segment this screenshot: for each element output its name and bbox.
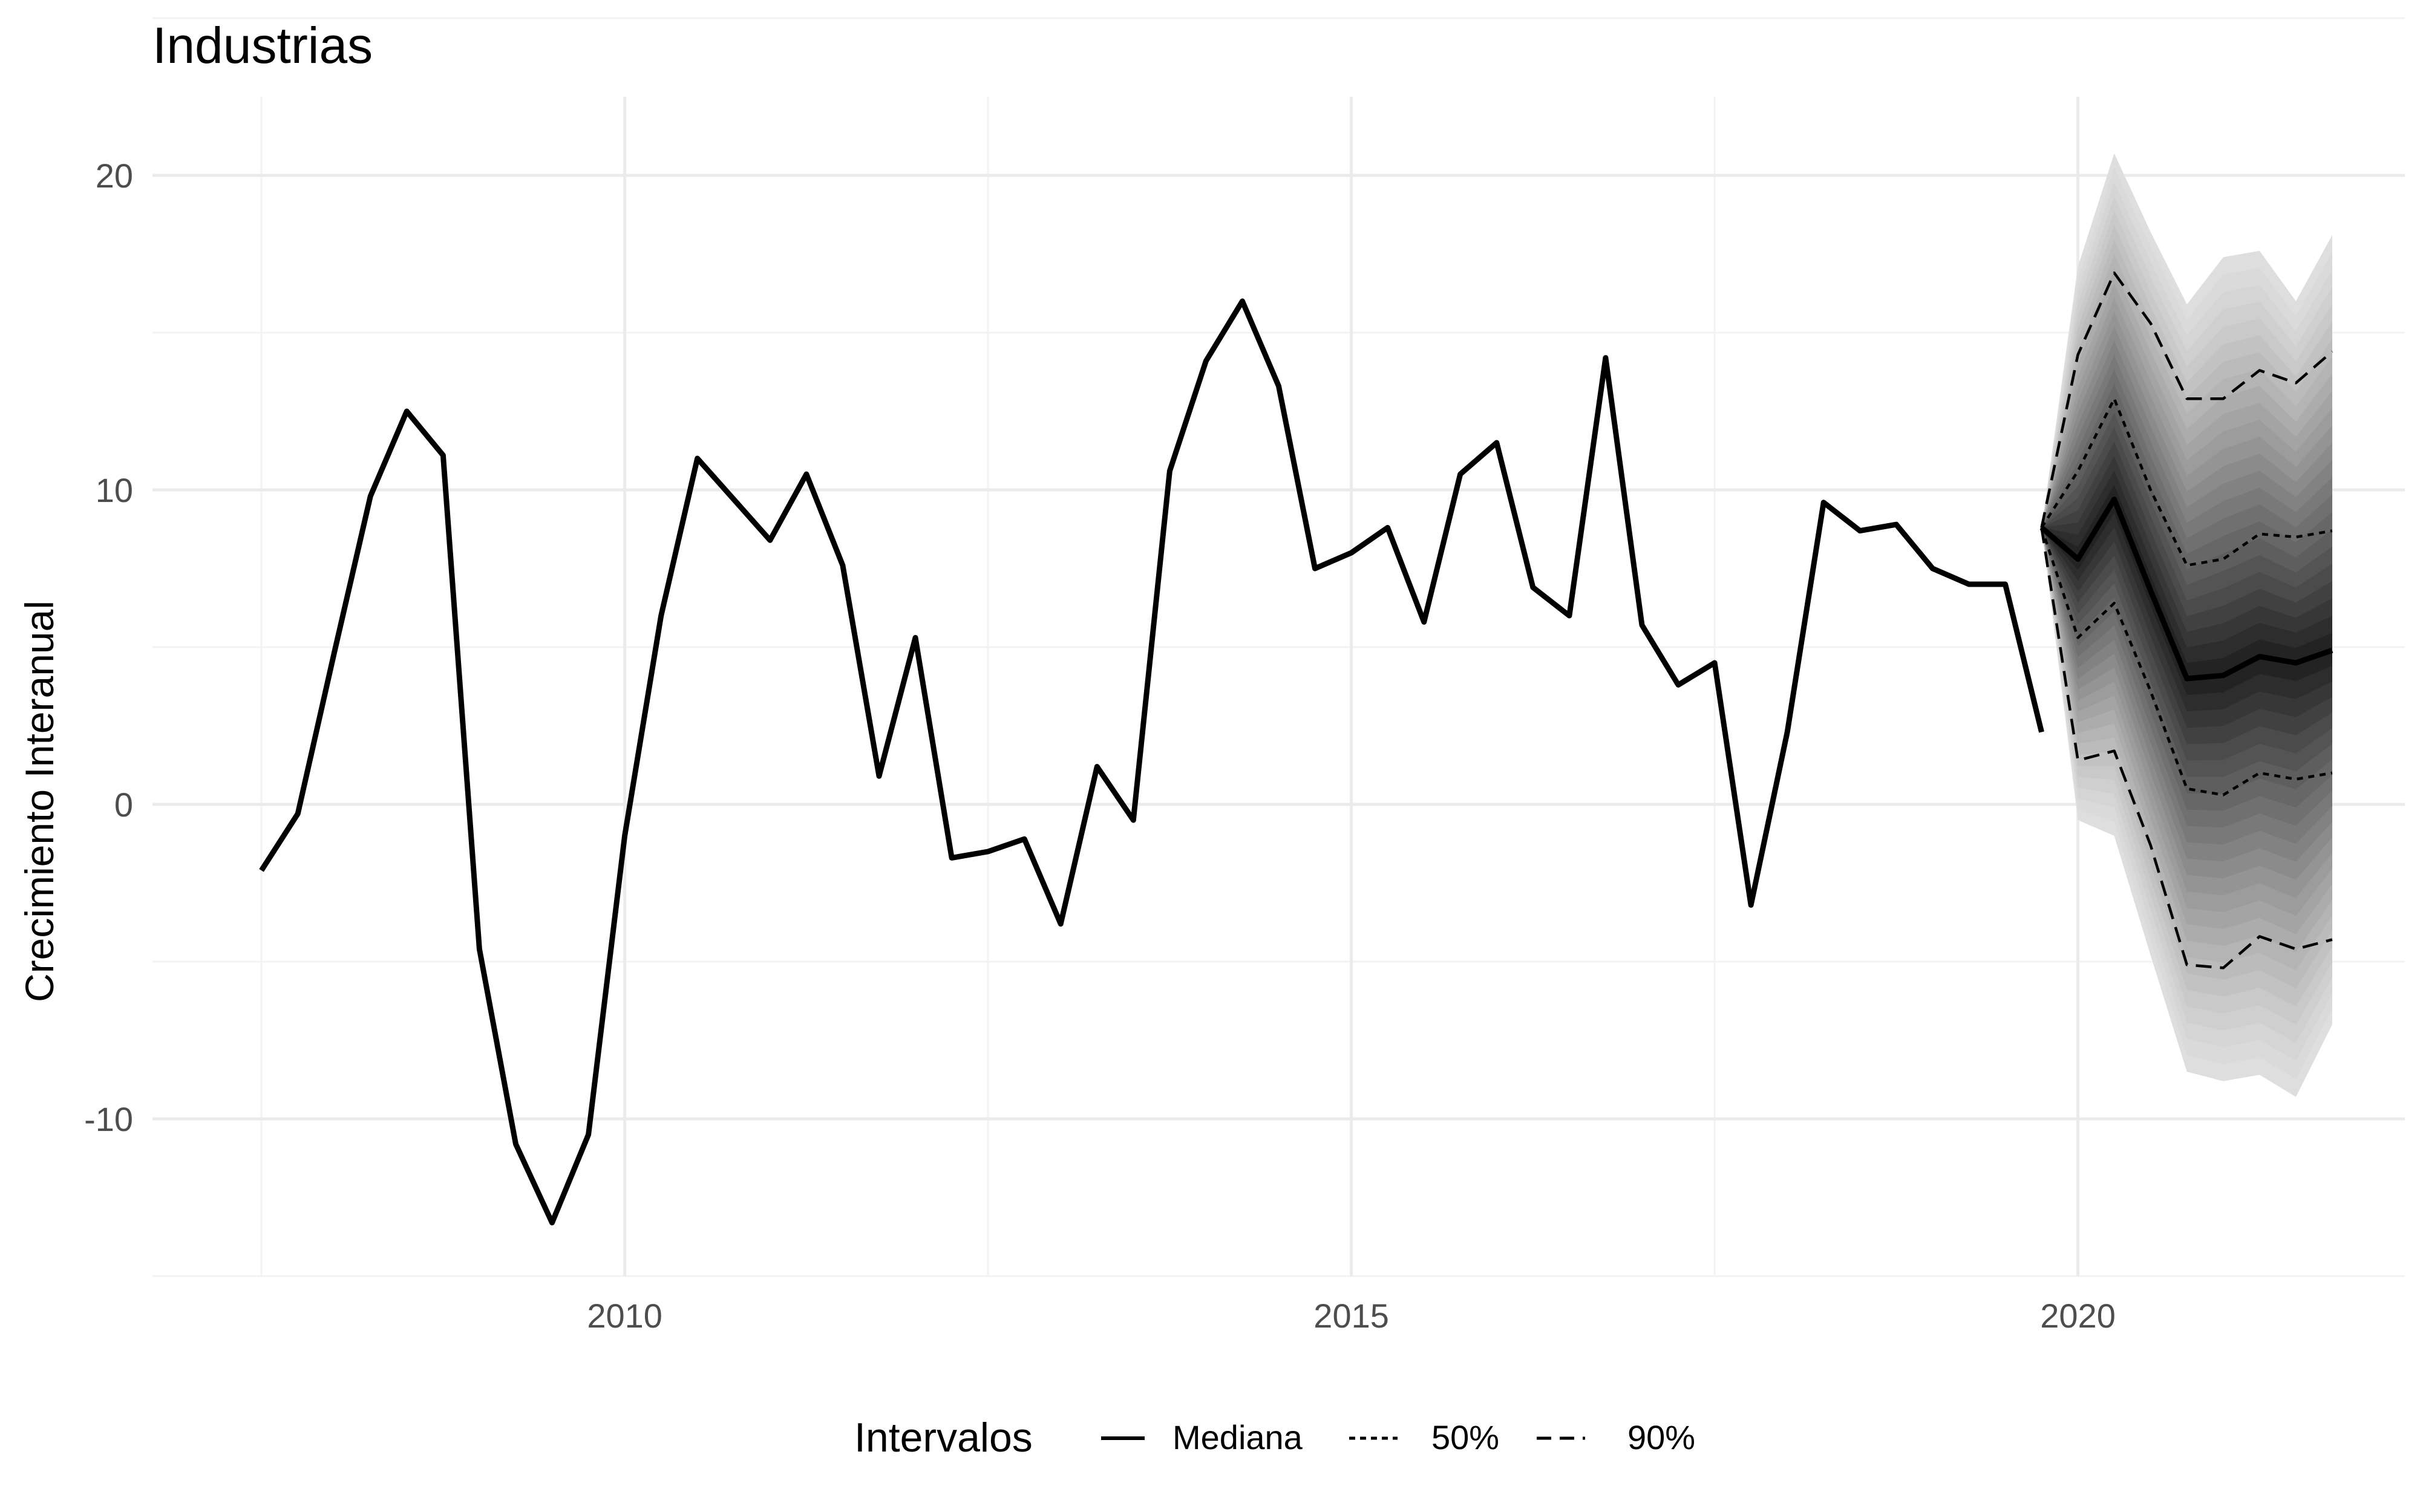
series-90-upper [2040, 271, 2333, 528]
tick-labels: 2010 2015 2020 -10 0 10 20 [84, 157, 2116, 1335]
legend-title: Intervalos [854, 1415, 1033, 1461]
y-tick-label: 0 [114, 786, 133, 824]
fan-band-23 [2041, 484, 2332, 696]
y-tick-label: -10 [84, 1100, 133, 1138]
series-50-upper [2040, 397, 2333, 567]
series-90-lower [2040, 527, 2333, 969]
legend-label-50: 50% [1431, 1418, 1499, 1456]
series-lines [259, 271, 2333, 1226]
legend-label-mediana: Mediana [1172, 1418, 1303, 1456]
x-tick-label: 2010 [587, 1297, 662, 1335]
chart-title: Industrias [152, 17, 373, 74]
series-mediana-forecast [2039, 497, 2333, 682]
y-tick-label: 20 [96, 157, 133, 195]
x-tick-label: 2020 [2040, 1297, 2116, 1335]
x-tick-label: 2015 [1313, 1297, 1389, 1335]
legend-label-90: 90% [1627, 1418, 1695, 1456]
y-tick-label: 10 [96, 471, 133, 509]
forecast-fan [2041, 153, 2332, 1097]
y-axis-title: Crecimiento Interanual [17, 601, 62, 1002]
series-history [259, 298, 2044, 1226]
legend: Intervalos Mediana 50% 90% [854, 1415, 1695, 1461]
